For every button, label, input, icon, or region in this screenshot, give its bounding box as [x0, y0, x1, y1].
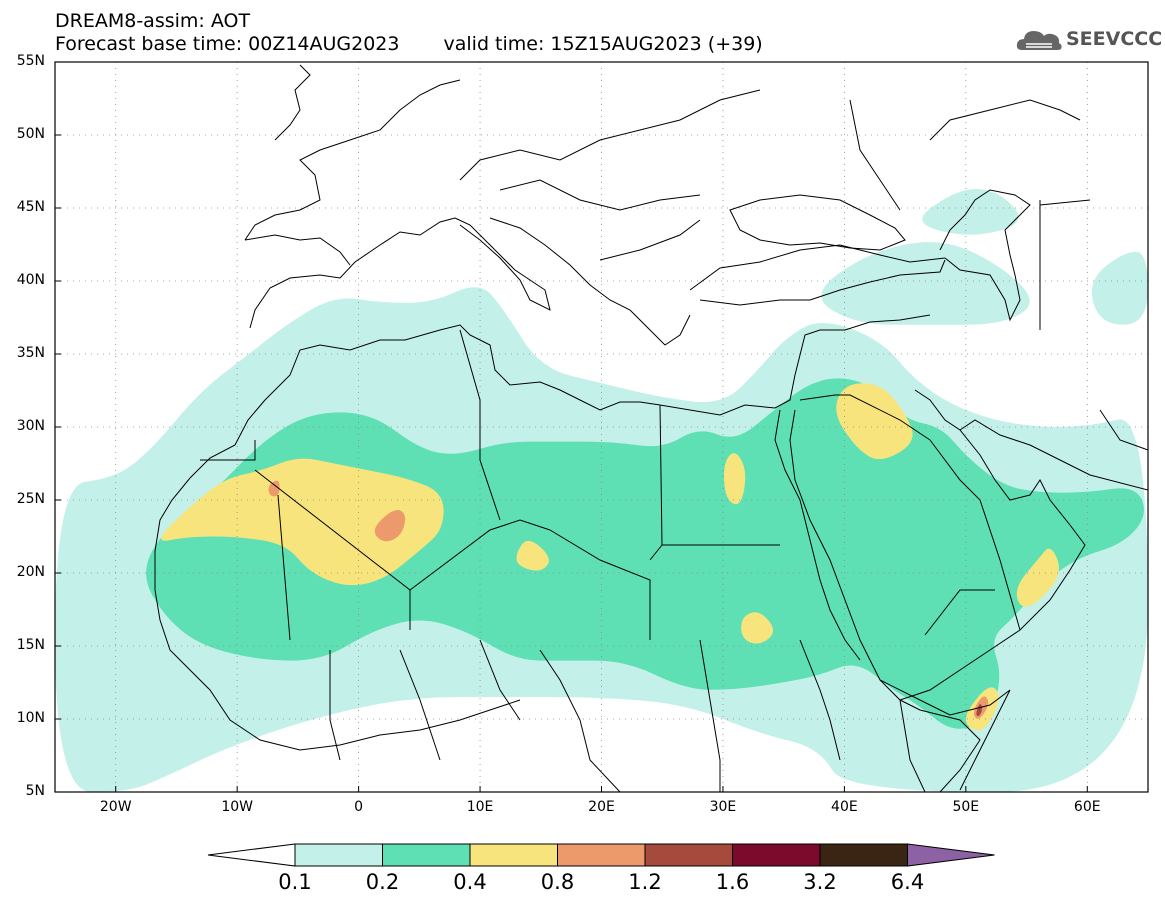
aot-contour-level-2-9: [741, 612, 774, 644]
aot-contour-level-2-7: [516, 540, 549, 571]
coastlines-and-borders: [154, 64, 1148, 792]
seevccc-logo: SEEVCCC: [1016, 22, 1162, 58]
x-tick-label: 20W: [99, 799, 132, 815]
y-tick-label: 15N: [16, 637, 45, 653]
colorbar-low-arrow: [207, 843, 296, 867]
colorbar-label: 1.2: [628, 870, 662, 894]
colorbar-segment: [819, 843, 908, 867]
colorbar-label: 0.1: [278, 870, 312, 894]
y-tick-label: 10N: [16, 710, 45, 726]
aot-contour-level-3-13: [268, 480, 280, 497]
axis-ticks: [55, 61, 1088, 793]
x-tick-label: 0: [354, 799, 364, 815]
aot-contour-level-0-1: [821, 242, 1030, 325]
colorbar-segment: [469, 843, 558, 867]
y-tick-label: 35N: [16, 345, 45, 361]
x-tick-label: 30E: [709, 799, 737, 815]
aot-contour-level-2-10: [1016, 548, 1059, 607]
y-tick-label: 25N: [16, 491, 45, 507]
aot-contour-level-3-12: [374, 510, 406, 542]
colorbar-label: 1.6: [715, 870, 750, 894]
x-tick-label: 60E: [1073, 799, 1101, 815]
colorbar-segment: [557, 843, 646, 867]
aot-contour-level-2-5: [161, 458, 444, 586]
lat-lon-grid: [55, 62, 1148, 792]
colorbar-label: 6.4: [890, 870, 925, 894]
cloud-icon: [1016, 31, 1062, 50]
x-tick-label: 10W: [221, 799, 253, 815]
map-subtitle: Forecast base time: 00Z14AUG2023 valid ti…: [55, 33, 763, 55]
y-tick-label: 30N: [16, 418, 45, 434]
x-tick-label: 40E: [831, 799, 858, 815]
forecast-base-time: Forecast base time: 00Z14AUG2023: [55, 33, 400, 55]
map-title: DREAM8-assim: AOT: [55, 10, 251, 32]
x-tick-label: 20E: [588, 799, 615, 815]
colorbar-segment: [732, 843, 821, 867]
y-tick-label: 20N: [16, 564, 45, 580]
colorbar: [207, 843, 995, 867]
colorbar-segment: [382, 843, 471, 867]
colorbar-label: 0.8: [540, 870, 575, 894]
aot-contour-level-1-4: [146, 378, 1144, 729]
aot-contour-level-2-8: [723, 453, 746, 505]
x-tick-label: 10E: [466, 799, 494, 815]
colorbar-segment: [644, 843, 733, 867]
colorbar-segment: [294, 843, 383, 867]
y-tick-label: 55N: [16, 53, 45, 69]
x-tick-label: 50E: [952, 799, 980, 815]
colorbar-high-arrow: [907, 843, 995, 867]
colorbar-label: 0.4: [453, 870, 487, 894]
valid-time: valid time: 15Z15AUG2023 (+39): [443, 33, 763, 55]
y-tick-label: 50N: [16, 126, 45, 142]
aot-field-layer: [55, 189, 1148, 792]
aot-contour-level-0-2: [922, 189, 1019, 235]
colorbar-label: 0.2: [365, 870, 400, 894]
colorbar-label: 3.2: [803, 870, 837, 894]
y-tick-label: 45N: [16, 199, 45, 215]
aot-contour-level-2-6: [836, 383, 913, 460]
logo-text: SEEVCCC: [1066, 28, 1163, 50]
aot-contour-level-0-3: [1091, 251, 1148, 325]
y-tick-label: 40N: [16, 272, 45, 288]
y-tick-label: 5N: [25, 783, 45, 799]
